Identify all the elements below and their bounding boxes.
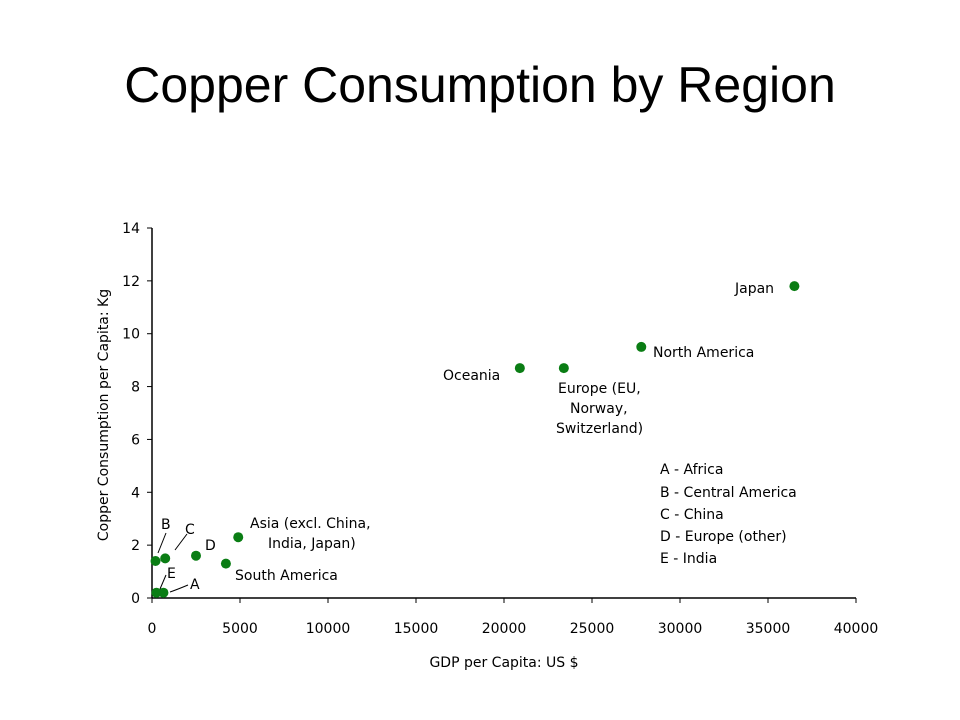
key-e: E - India [660, 551, 717, 567]
label-south-america: South America [235, 568, 338, 584]
point-b-central-america [150, 556, 161, 566]
x-tick-label: 20000 [482, 621, 527, 637]
x-tick-label: 10000 [306, 621, 351, 637]
key-b: B - Central America [660, 485, 797, 501]
x-tick-label: 15000 [394, 621, 439, 637]
y-tick-label: 6 [131, 432, 140, 448]
point-north-america [636, 341, 647, 352]
label-c: C [185, 522, 195, 538]
leader-lines [157, 532, 189, 593]
x-tick-label: 25000 [570, 621, 615, 637]
point-e-india [151, 587, 162, 598]
point-europe-eu [558, 363, 569, 374]
key-c: C - China [660, 507, 724, 523]
x-tick-label: 30000 [658, 621, 703, 637]
label-asia: Asia (excl. China, India, Japan) [250, 516, 375, 552]
point-south-america [220, 558, 231, 569]
x-tick-label: 35000 [746, 621, 791, 637]
leader-line-a [169, 584, 189, 593]
label-north-america: North America [653, 345, 754, 361]
point-asia [233, 532, 244, 543]
label-b: B [161, 517, 171, 533]
leader-line-c [174, 533, 188, 551]
y-tick-label: 12 [122, 274, 140, 290]
y-tick-label: 14 [122, 221, 140, 237]
point-a-africa [158, 587, 169, 598]
slide-title: Copper Consumption by Region [124, 57, 836, 113]
point-oceania [514, 363, 525, 374]
point-d-europe-other [191, 550, 201, 561]
leader-line-e [159, 574, 167, 590]
label-d: D [205, 538, 216, 554]
point-c-china [160, 553, 171, 564]
x-tick-label: 0 [148, 621, 157, 637]
label-oceania: Oceania [443, 368, 500, 384]
x-axis-title: GDP per Capita: US $ [429, 655, 578, 671]
data-points [150, 281, 800, 598]
x-tick-label: 40000 [834, 621, 879, 637]
x-tick-label: 5000 [222, 621, 258, 637]
y-tick-label: 8 [131, 380, 140, 396]
leader-line-b [157, 532, 167, 554]
key-d: D - Europe (other) [660, 529, 787, 545]
label-e: E [167, 566, 176, 582]
label-a: A [190, 577, 200, 593]
y-tick-label: 2 [131, 538, 140, 554]
key-a: A - Africa [660, 462, 723, 478]
y-tick-label: 4 [131, 485, 140, 501]
y-tick-label: 10 [122, 327, 140, 343]
label-japan: Japan [734, 281, 774, 297]
point-japan [789, 281, 800, 292]
y-axis-title: Copper Consumption per Capita: Kg [96, 289, 112, 541]
y-tick-label: 0 [131, 591, 140, 607]
legend-key: A - Africa B - Central America C - China… [660, 462, 797, 567]
label-europe-eu: Europe (EU, Norway, Switzerland) [556, 381, 645, 437]
